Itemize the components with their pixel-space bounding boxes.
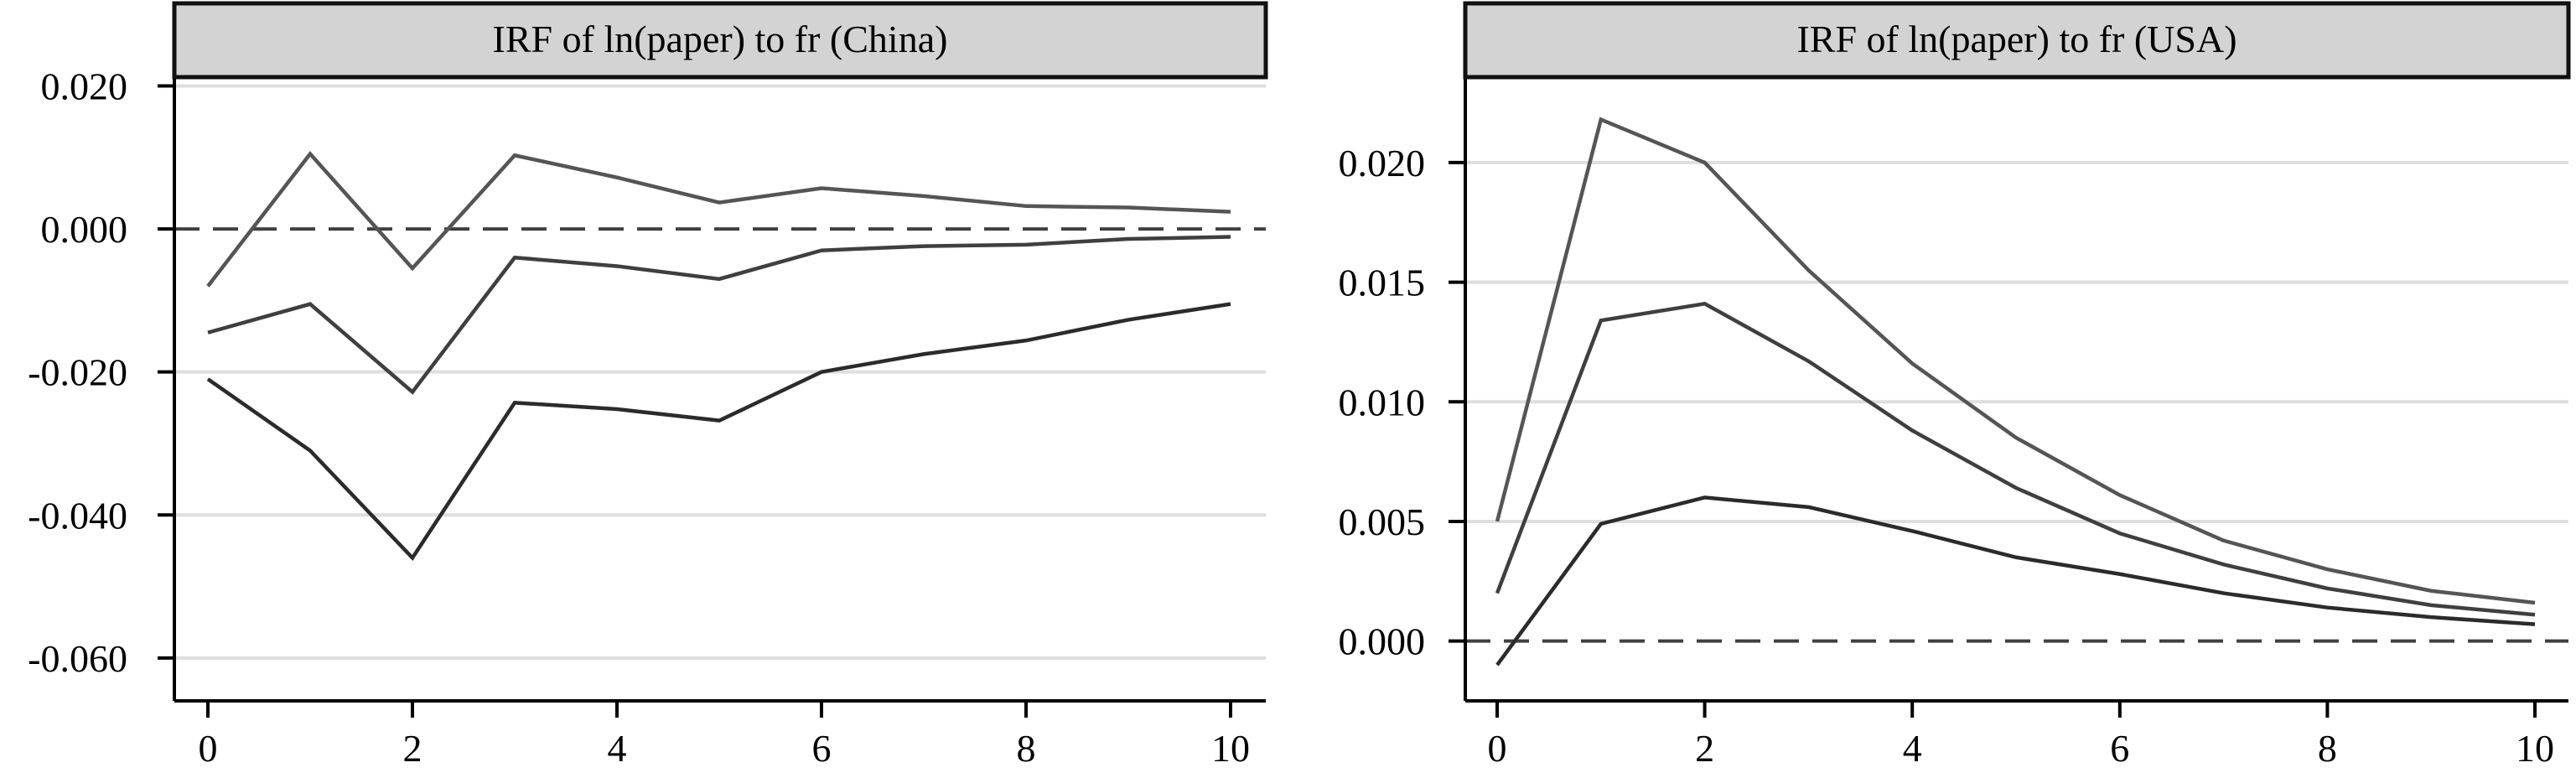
chart-title-box — [1463, 1, 2571, 80]
y-tick-label: -0.060 — [28, 637, 127, 680]
y-tick-label: -0.040 — [28, 494, 127, 537]
x-tick-label: 10 — [1211, 727, 1250, 770]
chart-panel-2: IRF of ln(paper) to fr (USA) 0.020 0.015 0.… — [1339, 1, 2571, 770]
chart-panel-1: IRF of ln(paper) to fr (China) 0.020 0.000… — [28, 1, 1268, 770]
x-tick-label: 6 — [812, 727, 832, 770]
x-tick-label: 6 — [2110, 727, 2129, 770]
series-line-2 — [1495, 301, 2536, 617]
y-tick-label: 0.020 — [1339, 142, 1426, 184]
series-line-1 — [206, 151, 1231, 288]
x-tick-label: 0 — [199, 727, 218, 770]
x-tick-label: 2 — [403, 727, 422, 770]
series-line-1 — [1495, 117, 2536, 605]
x-tick-label: 0 — [1488, 727, 1507, 770]
chart-title: IRF of ln(paper) to fr (China) — [493, 18, 948, 60]
x-tick-label: 10 — [2516, 727, 2554, 770]
x-tick-label: 8 — [2318, 727, 2337, 770]
y-tick-label: 0.000 — [41, 208, 128, 251]
y-tick-label: 0.005 — [1339, 501, 1426, 543]
chart-title-box — [172, 1, 1268, 80]
y-tick-label: 0.010 — [1339, 381, 1426, 423]
series-line-3 — [206, 302, 1231, 562]
y-tick-label: 0.015 — [1339, 262, 1426, 304]
x-tick-label: 4 — [1903, 727, 1922, 770]
x-tick-label: 4 — [608, 727, 627, 770]
y-tick-label: 0.020 — [41, 65, 128, 108]
y-tick-label: 0.000 — [1339, 620, 1426, 663]
chart-title: IRF of ln(paper) to fr (USA) — [1796, 18, 2237, 60]
y-tick-label: -0.020 — [28, 351, 127, 394]
x-tick-label: 8 — [1017, 727, 1036, 770]
x-tick-label: 2 — [1695, 727, 1714, 770]
series-line-2 — [207, 235, 1231, 395]
series-line-3 — [1495, 495, 2536, 666]
